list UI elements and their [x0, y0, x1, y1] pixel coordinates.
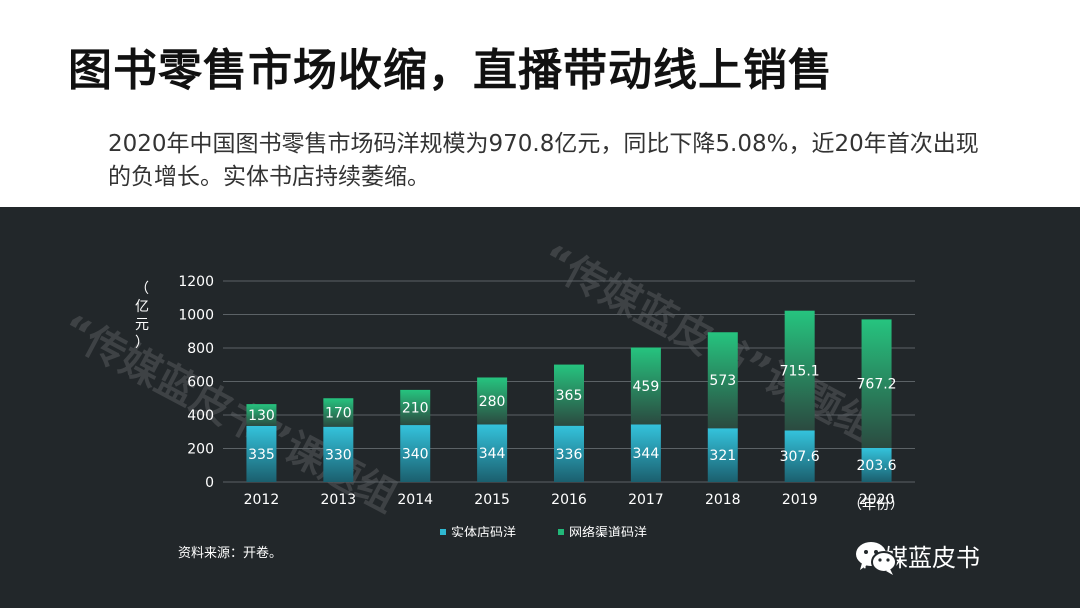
bar-physical-store — [784, 430, 815, 482]
bar-physical-store — [400, 425, 431, 482]
data-label-online: 170 — [325, 405, 352, 421]
data-label-online: 459 — [633, 379, 660, 395]
x-tick-label: 2015 — [474, 492, 510, 508]
bar-online-channel — [861, 319, 892, 448]
legend-label-online: 网络渠道码洋 — [569, 525, 647, 537]
source-note: 资料来源：开卷。 — [178, 546, 283, 561]
y-axis-label: （ — [135, 281, 149, 297]
x-tick-label: 2013 — [321, 492, 357, 508]
legend-swatch-physical — [440, 529, 446, 535]
bar-physical-store — [246, 425, 277, 482]
y-tick-label: 600 — [187, 375, 214, 391]
bar-online-channel — [784, 310, 815, 431]
data-label-online: 767.2 — [857, 377, 897, 393]
x-tick-label: 2016 — [551, 492, 587, 508]
bar-online-channel — [477, 377, 508, 425]
y-axis-label: ） — [135, 335, 149, 351]
bar-online-channel — [323, 398, 354, 427]
y-tick-label: 0 — [205, 475, 214, 491]
x-tick-label: 2012 — [244, 492, 280, 508]
brand: 传媒蓝皮书 — [852, 538, 980, 575]
bar-online-channel — [554, 364, 584, 426]
bar-online-channel — [630, 347, 661, 425]
x-tick-label: 2020 — [859, 492, 895, 508]
x-tick-label: 2014 — [397, 492, 433, 508]
bar-physical-store — [477, 424, 508, 482]
y-axis-label: 元 — [135, 317, 149, 333]
y-tick-label: 800 — [187, 341, 214, 357]
legend-swatch-online — [558, 529, 564, 535]
bar-physical-store — [707, 428, 738, 482]
legend-label-physical: 实体店码洋 — [451, 526, 516, 537]
y-tick-label: 400 — [187, 408, 214, 424]
bar-online-channel — [246, 404, 277, 426]
bar-physical-store — [323, 426, 354, 482]
data-label-physical: 307.6 — [780, 449, 820, 465]
summary-text: 2020年中国图书零售市场码洋规模为970.8亿元，同比下降5.08%，近20年… — [108, 131, 979, 190]
bar-physical-store — [861, 447, 892, 482]
bar-online-channel — [400, 389, 431, 426]
y-tick-label: 200 — [187, 442, 214, 458]
data-label-online: 130 — [248, 408, 275, 424]
y-axis-label: 亿 — [135, 299, 149, 315]
data-label-online: 365 — [556, 388, 583, 404]
slide-title: 图书零售市场收缩，直播带动线上销售 — [68, 45, 833, 96]
data-label-physical: 344 — [633, 446, 660, 462]
x-tick-label: 2018 — [705, 492, 741, 508]
wechat-icon — [856, 542, 897, 575]
stacked-bar-chart: 0 200 400 600 800 1000 1200 （ 亿元 ） 335 130 2012 330 17… — [135, 274, 915, 537]
x-axis-label: （年份） — [848, 497, 904, 513]
data-label-physical: 330 — [325, 447, 352, 463]
chart-panel: “传媒蓝皮书”课题组 “传媒蓝皮书”课题组 020040060080010001… — [0, 207, 1080, 608]
bar-physical-store — [630, 424, 661, 482]
x-tick-label: 2017 — [628, 492, 664, 508]
data-label-physical: 335 — [248, 447, 275, 463]
data-label-physical: 203.6 — [857, 458, 897, 474]
data-label-online: 715.1 — [780, 364, 820, 380]
bar-online-channel — [707, 332, 738, 429]
data-label-online: 573 — [709, 373, 736, 389]
data-label-online: 280 — [479, 394, 506, 410]
y-tick-label: 1000 — [178, 308, 214, 324]
data-label-physical: 344 — [479, 446, 506, 462]
data-label-physical: 321 — [709, 448, 736, 464]
bar-physical-store — [554, 425, 584, 482]
data-label-physical: 336 — [556, 447, 583, 463]
x-tick-label: 2019 — [782, 492, 818, 508]
data-label-online: 210 — [402, 400, 429, 416]
data-label-physical: 340 — [402, 447, 429, 463]
y-tick-label: 1200 — [178, 274, 214, 290]
